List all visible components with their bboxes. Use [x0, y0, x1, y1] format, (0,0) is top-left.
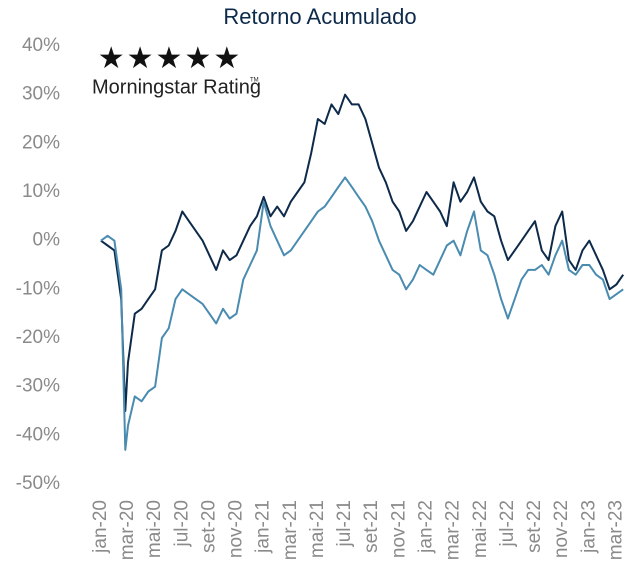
- x-tick-label: mar-23: [605, 500, 626, 560]
- x-tick-label: mai-21: [307, 500, 328, 558]
- y-tick-label: 10%: [22, 181, 60, 202]
- rating-label: Morningstar Rating: [92, 76, 261, 98]
- x-tick-label: jan-21: [253, 500, 274, 554]
- series-line: [100, 176, 624, 451]
- x-tick-label: mar-20: [117, 500, 138, 560]
- rating-stars: ★★★★★: [98, 42, 242, 75]
- y-tick-label: -20%: [16, 327, 60, 348]
- x-tick-label: jan-23: [578, 500, 599, 554]
- y-tick-label: -40%: [16, 424, 60, 445]
- x-tick-label: mai-22: [470, 500, 491, 558]
- x-tick-label: set-20: [198, 500, 219, 553]
- y-tick-label: 40%: [22, 35, 60, 56]
- x-tick-label: set-21: [361, 500, 382, 553]
- x-tick-label: nov-20: [226, 500, 247, 558]
- y-tick-label: 30%: [22, 84, 60, 105]
- x-tick-label: nov-22: [551, 500, 572, 558]
- x-tick-label: jan-22: [415, 500, 436, 554]
- x-tick-label: jul-20: [171, 500, 192, 547]
- x-tick-label: set-22: [524, 500, 545, 553]
- chart-title: Retorno Acumulado: [223, 4, 416, 29]
- y-tick-label: -30%: [16, 376, 60, 397]
- trademark: TM: [250, 78, 259, 84]
- x-tick-label: mar-22: [443, 500, 464, 560]
- x-tick-label: nov-21: [388, 500, 409, 558]
- x-tick-label: mar-21: [280, 500, 301, 560]
- x-tick-label: jul-21: [334, 500, 355, 547]
- x-tick-label: jul-22: [497, 500, 518, 547]
- x-tick-label: mai-20: [144, 500, 165, 558]
- y-tick-label: -50%: [16, 473, 60, 494]
- y-tick-label: 0%: [33, 230, 61, 251]
- series-line: [100, 93, 625, 412]
- y-tick-label: 20%: [22, 132, 60, 153]
- y-tick-label: -10%: [16, 278, 60, 299]
- x-tick-label: jan-20: [90, 500, 111, 554]
